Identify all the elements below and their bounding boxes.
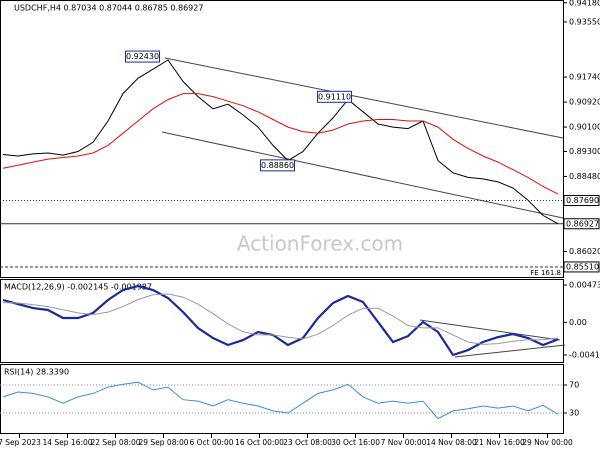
x-tick-label: 29 Nov 00:00 [522,438,573,447]
macd-frame [0,279,564,363]
level-box [563,195,600,207]
y-tick-label: 0.93550 [569,17,600,26]
series-line [2,93,559,195]
level-box [563,261,600,273]
x-tick-label: 14 Nov 08:00 [426,438,477,447]
y-tick-label: 0.004738 [569,281,600,290]
level-note: FE 161.8 [530,269,561,277]
x-tick-label: 21 Nov 16:00 [474,438,525,447]
series-line [2,59,559,225]
x-tick-label: 14 Sep 16:00 [42,438,92,447]
y-tick-label: 0.94180 [569,0,600,7]
y-tick-label: -0.004144 [569,350,600,359]
macd-trend-lower [454,344,566,358]
annotation-box [317,90,353,103]
y-tick-label: 0.89300 [569,147,600,156]
x-tick-label: 7 Sep 2023 [0,438,41,447]
watermark: ActionForex.com [237,232,403,256]
annotation-box [260,159,296,172]
level-label: 0.85510 [566,262,599,271]
x-tick-label: 22 Sep 08:00 [90,438,140,447]
level-label: 0.87690 [566,196,599,205]
series-line [2,293,559,345]
main-frame [0,0,564,278]
annotation-label: 0.91110 [318,92,351,101]
chart-title: USDCHF,H4 0.87034 0.87044 0.86785 0.8692… [14,4,203,13]
rsi-title: RSI(14) 28.3390 [4,368,69,377]
x-tick-label: 6 Oct 00:00 [189,438,233,447]
series-line [2,284,559,357]
x-tick-label: 29 Sep 08:00 [138,438,188,447]
x-tick-label: 23 Oct 08:00 [283,438,332,447]
macd-trend-upper [419,319,561,341]
level-label: 0.86927 [566,219,599,228]
annotation-label: 0.88860 [261,161,294,170]
x-tick-label: 16 Oct 00:00 [235,438,284,447]
rsi-frame [0,364,564,434]
y-tick-label: 0.90100 [569,123,600,132]
y-tick-label: 0.00 [569,318,587,327]
y-tick-label: 0.91740 [569,73,600,82]
y-tick-label: 0.90920 [569,98,600,107]
level-box [563,218,600,230]
channel-lower [161,131,564,219]
y-tick-label: 70 [569,381,579,390]
y-tick-label: 0.86020 [569,247,600,256]
y-tick-label: 30 [569,409,579,418]
y-tick-label: 0.88480 [569,172,600,181]
x-tick-label: 30 Oct 16:00 [331,438,380,447]
annotation-label: 0.92430 [126,52,159,61]
series-line [2,381,559,420]
annotation-box [125,50,161,63]
x-tick-label: 7 Nov 00:00 [381,438,427,447]
channel-upper [164,57,564,139]
macd-title: MACD(12,26,9) -0.002145 -0.001987 [4,283,152,292]
